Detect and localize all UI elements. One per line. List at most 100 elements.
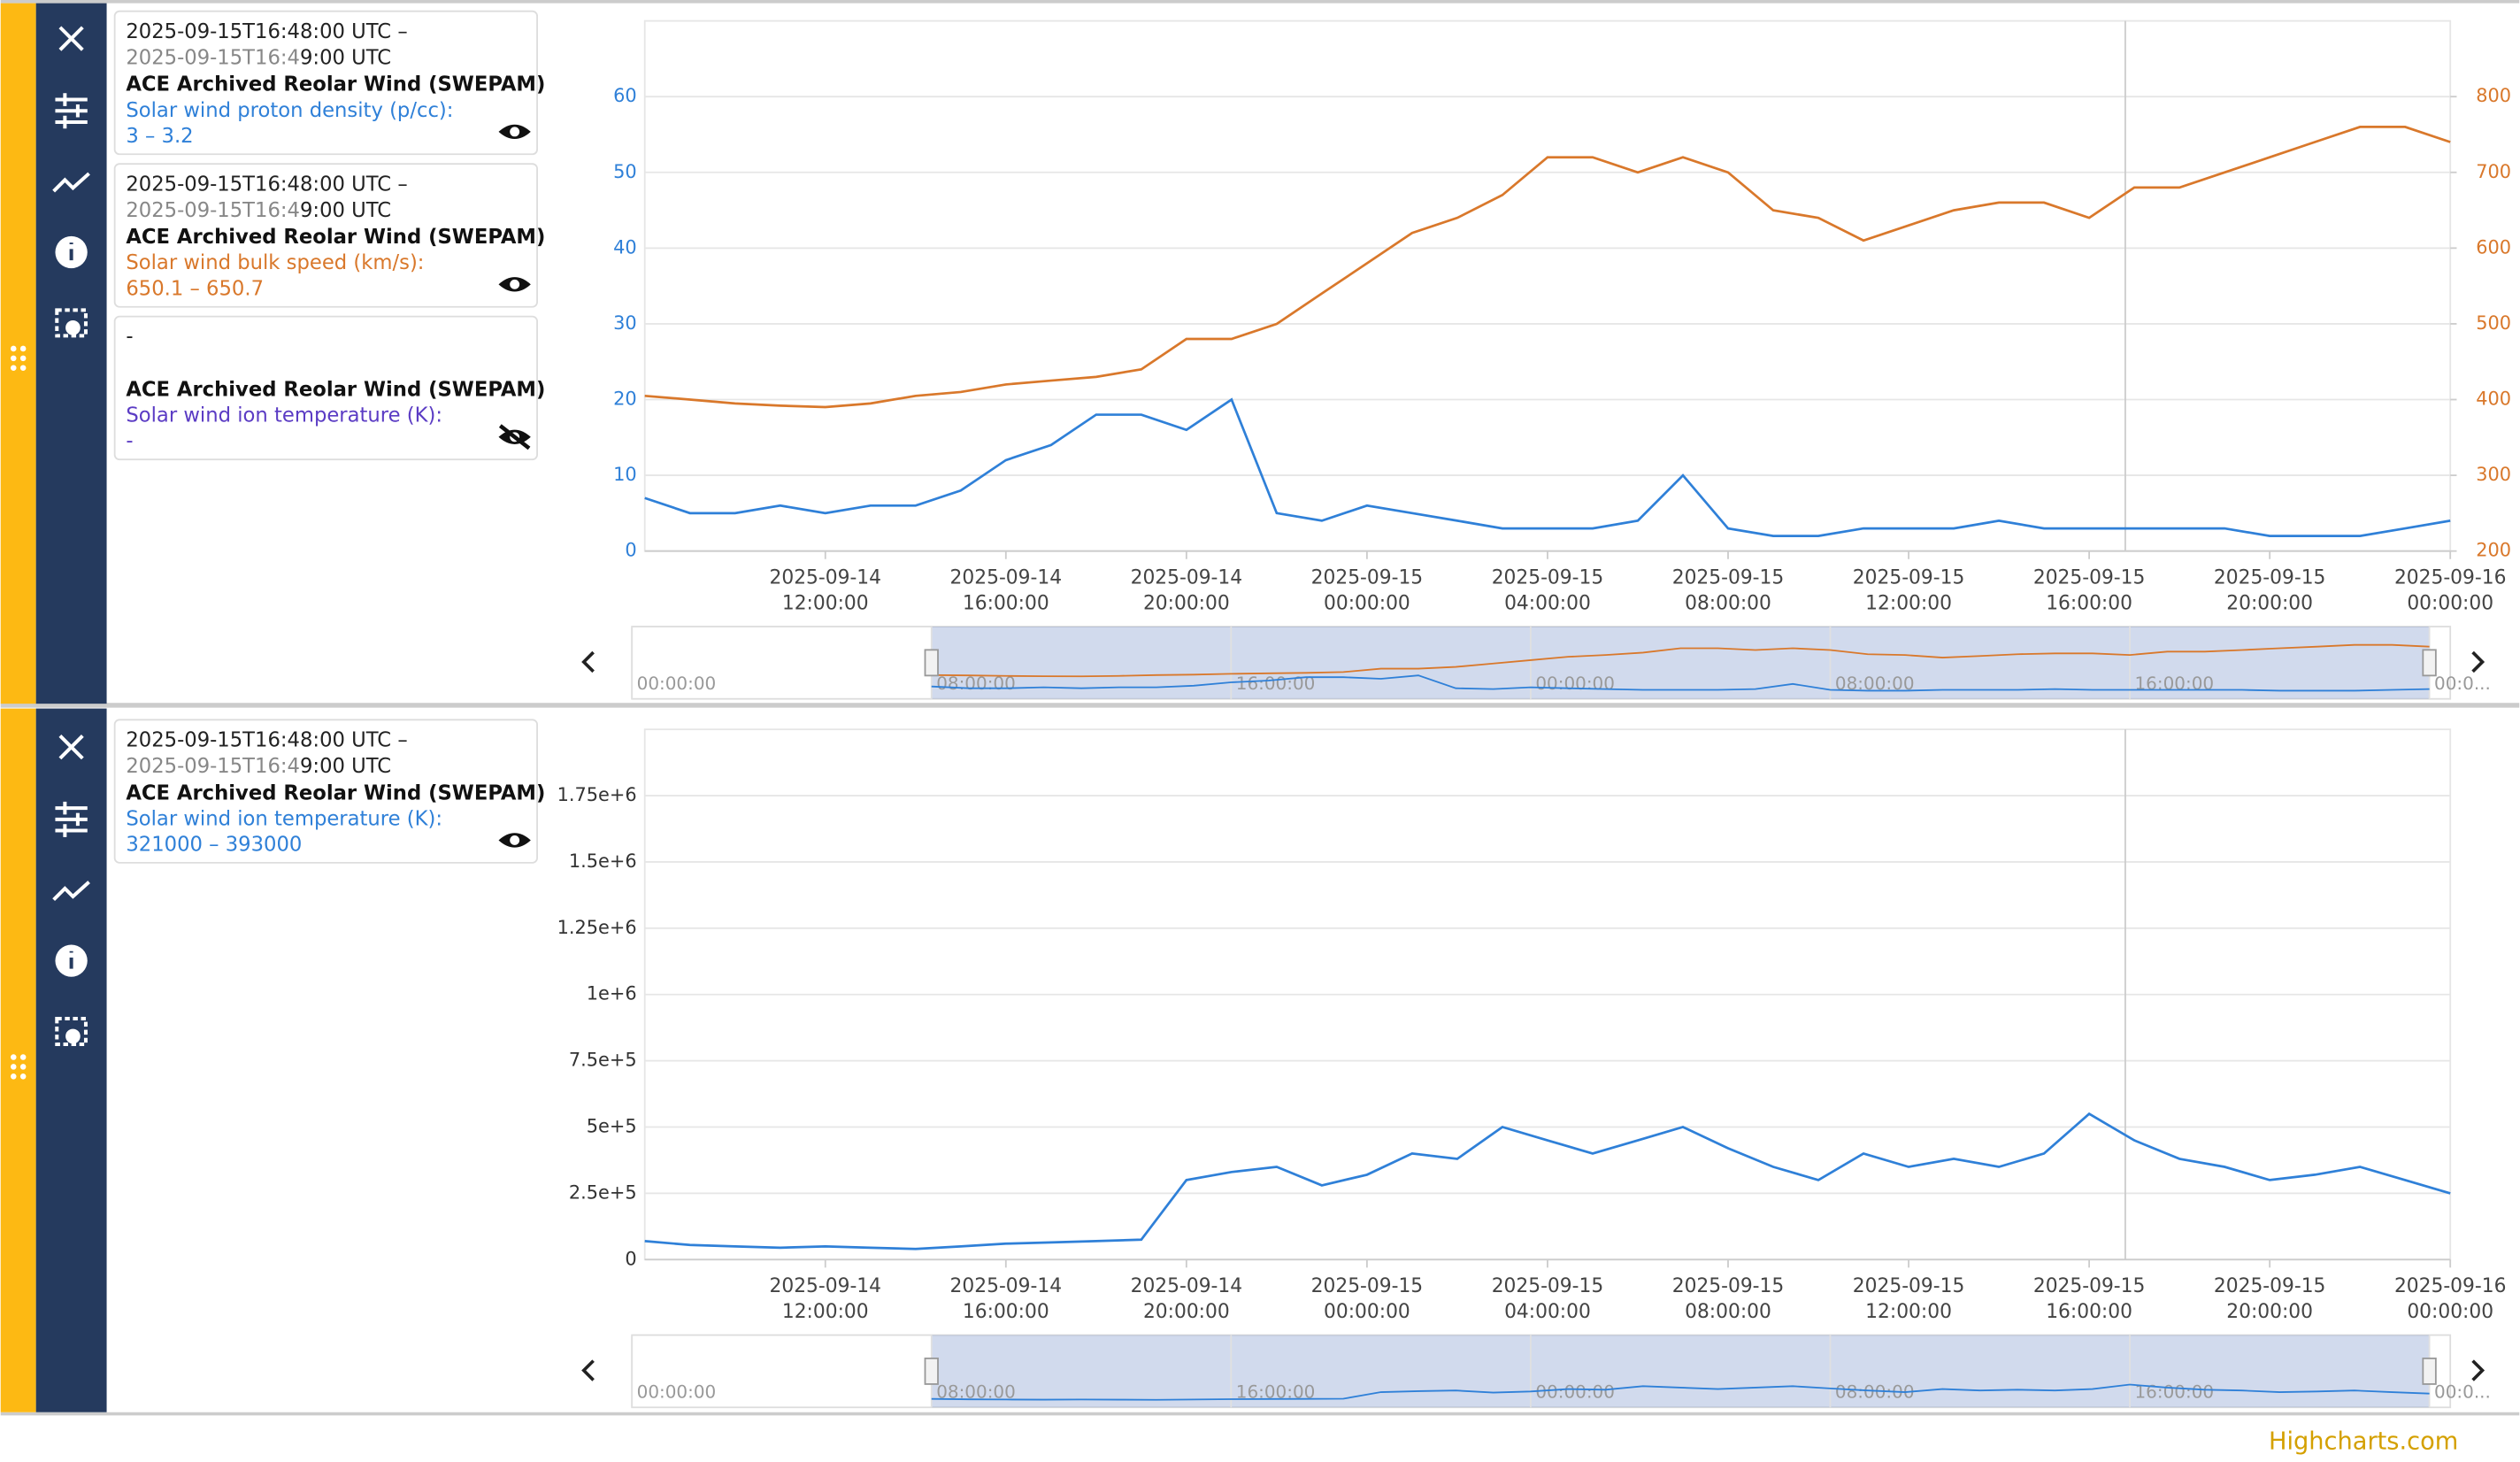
navigator-handle[interactable] — [2422, 1358, 2437, 1385]
x-tick-label: 2025-09-15 — [1492, 567, 1604, 589]
x-tick-label: 2025-09-15 — [2214, 567, 2326, 589]
drag-dot — [19, 365, 27, 371]
navigator: 00:00:00 08:00:00 16:00:00 00:00:00 08:00:00… — [581, 626, 2491, 700]
scroll-left[interactable] — [581, 1359, 595, 1381]
navigator-handle[interactable] — [2422, 649, 2437, 677]
screenshot-button[interactable] — [55, 1016, 88, 1046]
x-tick-label: 20:00:00 — [1143, 1301, 1230, 1323]
legend-card: 2025-09-15T16:48:00 UTC –2025-09-15T16:4… — [113, 163, 545, 308]
visibility-toggle-on[interactable] — [498, 833, 531, 848]
y-tick-label: 0 — [625, 540, 636, 561]
card-value: 650.1 – 650.7 — [126, 277, 264, 300]
scroll-right[interactable] — [2471, 1359, 2485, 1381]
card-time-start: - — [126, 326, 133, 349]
eye-pupil — [510, 279, 520, 289]
navigator-label: 00:00:00 — [637, 1381, 717, 1402]
x-tick-label: 16:00:00 — [2046, 1301, 2132, 1323]
x-tick-label: 2025-09-16 — [2394, 567, 2507, 589]
legend-card: 2025-09-15T16:48:00 UTC – 2025-09-15T16:4… — [113, 10, 545, 156]
x-tick-label: 2025-09-15 — [2033, 567, 2146, 589]
x-tick-label: 12:00:00 — [1865, 593, 1952, 615]
x-tick-label: 2025-09-15 — [2214, 1275, 2326, 1297]
y-tick-label: 30 — [613, 312, 637, 334]
trend-button[interactable] — [52, 881, 90, 902]
drag-dot — [19, 1073, 27, 1080]
drag-strip[interactable] — [0, 3, 36, 704]
card-value: 321000 – 393000 — [126, 833, 302, 856]
drag-dot — [19, 355, 27, 362]
card-box — [113, 719, 538, 864]
y-tick-label: 5e+5 — [587, 1115, 637, 1136]
card-time-end: 2025-09-15T16:49:00 UTC — [126, 198, 391, 221]
time-end-grey: 2025-09-15T16:4 — [126, 198, 300, 221]
x-tick-label: 2025-09-15 — [1672, 1275, 1785, 1297]
x-tick-label: 2025-09-14 — [950, 1275, 1063, 1297]
scroll-left[interactable] — [581, 650, 595, 673]
close-button[interactable] — [58, 735, 84, 760]
settings-button[interactable] — [55, 93, 88, 129]
y-tick-label: 0 — [625, 1248, 636, 1269]
scroll-right[interactable] — [2471, 650, 2485, 673]
time-end-grey: 2025-09-15T16:4 — [126, 46, 300, 69]
close-button[interactable] — [58, 26, 84, 51]
x-tick-label: 04:00:00 — [1504, 1301, 1591, 1323]
y-tick-label: 20 — [613, 389, 637, 410]
toolbar-icons — [10, 26, 90, 371]
navigator: 00:00:00 08:00:00 16:00:00 00:00:00 08:00:00… — [581, 1334, 2491, 1409]
navigator-mask[interactable] — [931, 1335, 2430, 1408]
drag-dot — [10, 1064, 17, 1070]
x-tick-label: 08:00:00 — [1685, 1301, 1771, 1323]
x-tick-label: 2025-09-14 — [770, 567, 882, 589]
y-tick-label: 2.5e+5 — [569, 1181, 637, 1203]
navigator-handle[interactable] — [924, 1358, 939, 1385]
card-value: 3 – 3.2 — [126, 125, 193, 148]
trend-button[interactable] — [52, 172, 90, 193]
y-tick-label: 40 — [613, 236, 637, 258]
drag-dot — [19, 345, 27, 352]
x-tick-label: 00:00:00 — [1324, 1301, 1410, 1323]
drag-dot — [10, 1054, 17, 1060]
card-label: Solar wind ion temperature (K): — [126, 404, 442, 427]
x-tick-label: 12:00:00 — [1865, 1301, 1952, 1323]
card-time-start: 2025-09-15T16:48:00 UTC – — [126, 20, 407, 43]
navigator-label: 00:00:00 — [1535, 1381, 1615, 1402]
card-label: Solar wind bulk speed (km/s): — [126, 251, 424, 274]
card-source: ACE Archived Reolar Wind (SWEPAM) — [126, 781, 545, 804]
navigator-series — [931, 674, 2430, 692]
y-tick-label: 50 — [613, 161, 637, 182]
drag-dot — [10, 1073, 17, 1080]
y-tick-label: 1e+6 — [587, 983, 637, 1004]
toolbar-icons — [10, 735, 90, 1080]
chart: 0 2.5e+5 5e+5 7.5e+5 1e+6 1.25e+6 1.5e+6 1.75e+… — [557, 728, 2507, 1323]
card-source: ACE Archived Reolar Wind (SWEPAM) — [126, 379, 545, 402]
visibility-toggle-off[interactable] — [498, 424, 531, 450]
navigator-label: 00:00:00 — [637, 673, 717, 694]
x-tick-label: 2025-09-16 — [2394, 1275, 2507, 1297]
x-tick-label: 2025-09-15 — [1492, 1275, 1604, 1297]
navigator-label: 16:00:00 — [2134, 1381, 2214, 1402]
x-tick-label: 2025-09-15 — [2033, 1275, 2146, 1297]
card-label: Solar wind proton density (p/cc): — [126, 99, 453, 122]
credit[interactable]: Highcharts.com — [2269, 1428, 2458, 1456]
visibility-toggle-on[interactable] — [498, 124, 531, 140]
screenshot-button[interactable] — [55, 308, 88, 338]
x-tick-label: 2025-09-14 — [1131, 1275, 1243, 1297]
visibility-toggle-on[interactable] — [498, 277, 531, 292]
card-source: ACE Archived Reolar Wind (SWEPAM) — [126, 226, 545, 249]
settings-button[interactable] — [55, 801, 88, 837]
navigator-label: 00:0... — [2434, 673, 2491, 694]
chart: 0 10 20 30 40 50 60 200 300 400 500 600 700 800 2025-0… — [613, 19, 2511, 615]
drag-dot — [10, 365, 17, 371]
x-tick-label: 2025-09-15 — [1853, 567, 1965, 589]
card-time-end: 2025-09-15T16:49:00 UTC — [126, 754, 391, 777]
drag-dot — [19, 1064, 27, 1070]
x-tick-label: 2025-09-15 — [1853, 1275, 1965, 1297]
camera-lens — [65, 1028, 81, 1044]
drag-strip[interactable] — [0, 708, 36, 1412]
x-tick-label: 2025-09-15 — [1311, 1275, 1424, 1297]
navigator-handle[interactable] — [924, 649, 939, 677]
series-line — [644, 126, 2451, 409]
x-tick-label: 08:00:00 — [1685, 593, 1771, 615]
y-tick-label: 1.75e+6 — [557, 784, 637, 805]
y-tick-label: 1.5e+6 — [569, 850, 637, 872]
